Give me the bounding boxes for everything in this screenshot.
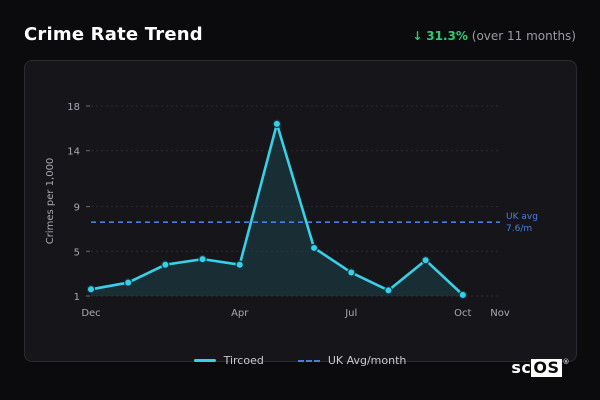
y-axis-label: Crimes per 1,000 <box>45 158 56 245</box>
dashed-line-swatch-icon <box>297 359 320 362</box>
y-tick-label: 14 <box>67 147 80 158</box>
brand-boxed: OS <box>531 358 562 377</box>
data-point <box>198 254 207 264</box>
data-point <box>235 260 244 269</box>
data-point <box>123 278 133 287</box>
data-point <box>384 286 393 295</box>
x-tick-label: Dec <box>81 308 100 319</box>
x-tick-label: Apr <box>231 308 249 319</box>
brand-prefix: sc <box>511 358 532 377</box>
x-tick-label: Jul <box>344 308 357 319</box>
y-tick-label: 9 <box>74 203 80 214</box>
legend-item-series[interactable]: Tircoed <box>193 354 264 367</box>
uk-average-value: 7.6/m <box>506 224 532 234</box>
legend-series-label: Tircoed <box>223 354 264 367</box>
y-tick-label: 5 <box>74 247 80 258</box>
uk-average-label: UK avg <box>506 212 538 222</box>
data-point <box>347 268 356 277</box>
x-tick-label: Nov <box>490 308 510 319</box>
chart-legend: Tircoed UK Avg/month <box>0 354 600 367</box>
change-percent: 31.3% <box>426 29 468 43</box>
legend-item-average[interactable]: UK Avg/month <box>297 354 407 367</box>
data-point <box>309 243 319 253</box>
chart-panel <box>24 60 577 362</box>
data-point <box>86 285 96 294</box>
legend-average-label: UK Avg/month <box>327 354 407 367</box>
change-period: (over 11 months) <box>471 29 576 43</box>
data-point <box>161 260 170 269</box>
solid-line-swatch-icon <box>193 359 216 362</box>
y-tick-label: 1 <box>74 292 80 303</box>
trend-change: ↓ 31.3% (over 11 months) <box>412 29 576 43</box>
brand-logo: sc OS ® <box>511 358 570 377</box>
series-area <box>91 123 463 296</box>
down-arrow-icon: ↓ <box>412 29 423 43</box>
data-point <box>421 256 430 265</box>
brand-mark: ® <box>562 358 570 366</box>
chart-title: Crime Rate Trend <box>24 24 203 45</box>
data-point <box>458 290 468 300</box>
y-tick-label: 18 <box>67 102 80 113</box>
x-tick-label: Oct <box>454 308 471 319</box>
data-point <box>272 119 282 129</box>
